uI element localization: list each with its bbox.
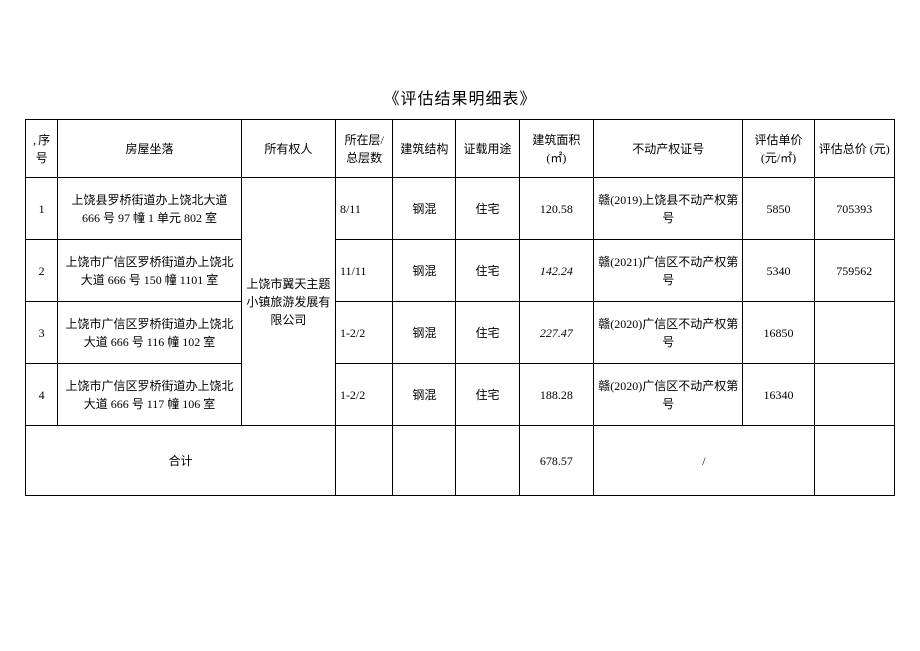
- cell-cert: 赣(2020)广信区不动产权第号: [594, 364, 743, 426]
- cell-cert: 赣(2019)上饶县不动产权第号: [594, 178, 743, 240]
- cell-unit-price: 5340: [743, 240, 814, 302]
- cell-unit-price: 16340: [743, 364, 814, 426]
- table-body: 1上饶县罗桥街道办上饶北大道 666 号 97 幢 1 单元 802 室上饶市翼…: [26, 178, 895, 496]
- cell-area: 142.24: [519, 240, 594, 302]
- table-header-row: 序号 房屋坐落 所有权人 所在层/总层数 建筑结构 证载用途 建筑面积 (㎡) …: [26, 120, 895, 178]
- cell-total-price: 759562: [814, 240, 894, 302]
- total-label: 合计: [26, 426, 336, 496]
- col-seq: 序号: [26, 120, 58, 178]
- cell-total-price: 705393: [814, 178, 894, 240]
- total-total-price: [814, 426, 894, 496]
- cell-cert: 赣(2021)广信区不动产权第号: [594, 240, 743, 302]
- cell-location: 上饶市广信区罗桥街道办上饶北大道 666 号 117 幢 106 室: [58, 364, 242, 426]
- cell-structure: 钢混: [393, 240, 456, 302]
- cell-seq: 3: [26, 302, 58, 364]
- col-unit-price: 评估单价 (元/㎡): [743, 120, 814, 178]
- total-cert: /: [594, 426, 814, 496]
- col-cert: 不动产权证号: [594, 120, 743, 178]
- table-row: 3上饶市广信区罗桥街道办上饶北大道 666 号 116 幢 102 室 1-2/2…: [26, 302, 895, 364]
- total-empty: [456, 426, 519, 496]
- cell-area: 120.58: [519, 178, 594, 240]
- table-total-row: 合计 678.57/: [26, 426, 895, 496]
- col-owner: 所有权人: [241, 120, 335, 178]
- col-location: 房屋坐落: [58, 120, 242, 178]
- cell-total-price: [814, 302, 894, 364]
- col-use: 证载用途: [456, 120, 519, 178]
- cell-area: 188.28: [519, 364, 594, 426]
- cell-use: 住宅: [456, 178, 519, 240]
- cell-use: 住宅: [456, 240, 519, 302]
- col-area: 建筑面积 (㎡): [519, 120, 594, 178]
- cell-seq: 4: [26, 364, 58, 426]
- cell-location: 上饶县罗桥街道办上饶北大道 666 号 97 幢 1 单元 802 室: [58, 178, 242, 240]
- evaluation-table: 序号 房屋坐落 所有权人 所在层/总层数 建筑结构 证载用途 建筑面积 (㎡) …: [25, 119, 895, 496]
- cell-floor: 11/11: [335, 240, 392, 302]
- table-row: 2上饶市广信区罗桥街道办上饶北大道 666 号 150 幢 1101 室 11/1…: [26, 240, 895, 302]
- total-area: 678.57: [519, 426, 594, 496]
- cell-cert: 赣(2020)广信区不动产权第号: [594, 302, 743, 364]
- cell-location: 上饶市广信区罗桥街道办上饶北大道 666 号 116 幢 102 室: [58, 302, 242, 364]
- cell-total-price: [814, 364, 894, 426]
- table-row: 4上饶市广信区罗桥街道办上饶北大道 666 号 117 幢 106 室 1-2/2…: [26, 364, 895, 426]
- cell-owner: 上饶市翼天主题小镇旅游发展有限公司: [241, 178, 335, 426]
- cell-floor: 8/11: [335, 178, 392, 240]
- cell-structure: 钢混: [393, 302, 456, 364]
- cell-unit-price: 16850: [743, 302, 814, 364]
- cell-unit-price: 5850: [743, 178, 814, 240]
- cell-floor: 1-2/2: [335, 302, 392, 364]
- cell-floor: 1-2/2: [335, 364, 392, 426]
- table-row: 1上饶县罗桥街道办上饶北大道 666 号 97 幢 1 单元 802 室上饶市翼…: [26, 178, 895, 240]
- cell-use: 住宅: [456, 302, 519, 364]
- cell-structure: 钢混: [393, 364, 456, 426]
- cell-seq: 1: [26, 178, 58, 240]
- page-title: 《评估结果明细表》: [25, 85, 895, 109]
- cell-structure: 钢混: [393, 178, 456, 240]
- total-empty: [335, 426, 392, 496]
- cell-seq: 2: [26, 240, 58, 302]
- col-floor: 所在层/总层数: [335, 120, 392, 178]
- total-empty: [393, 426, 456, 496]
- cell-location: 上饶市广信区罗桥街道办上饶北大道 666 号 150 幢 1101 室: [58, 240, 242, 302]
- col-structure: 建筑结构: [393, 120, 456, 178]
- cell-use: 住宅: [456, 364, 519, 426]
- col-total-price: 评估总价 (元): [814, 120, 894, 178]
- cell-area: 227.47: [519, 302, 594, 364]
